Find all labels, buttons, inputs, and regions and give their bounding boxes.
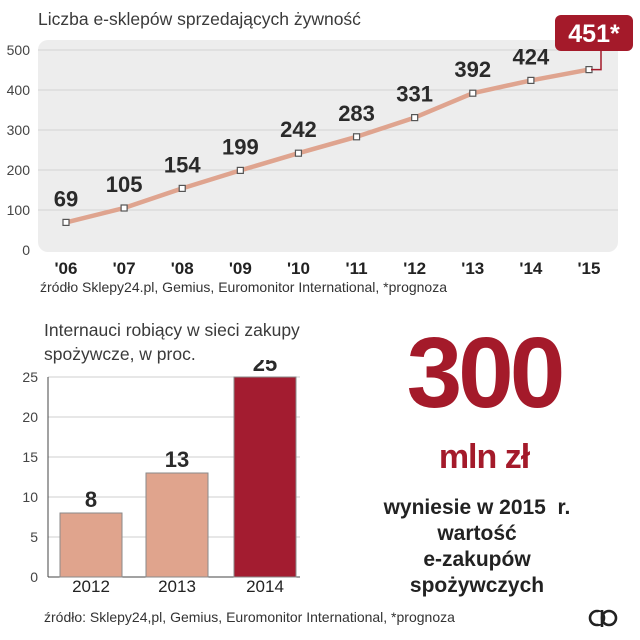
bar-chart-bars — [59, 376, 297, 578]
line-chart-data-label: 69 — [54, 186, 78, 211]
bar-chart-source: źródło: Sklepy24,pl, Gemius, Euromonitor… — [44, 609, 455, 625]
bar-chart-y-axis: 0 5 10 15 20 25 — [22, 369, 38, 585]
bar-chart-data-label: 25 — [253, 360, 277, 376]
bar-chart-x-tick: 2013 — [158, 577, 196, 592]
callout-line: spożywczych — [409, 574, 545, 597]
line-chart-point — [236, 166, 244, 174]
line-chart-title: Liczba e-sklepów sprzedających żywność — [38, 9, 361, 29]
line-chart-y-tick: 0 — [22, 242, 30, 258]
bar-chart-data-label: 8 — [85, 487, 97, 512]
bar-chart-x-tick: 2012 — [72, 577, 110, 592]
line-chart-highlight-connector — [591, 51, 602, 71]
line-chart-data-label: 283 — [338, 101, 375, 126]
bar-chart-y-tick: 15 — [22, 449, 38, 465]
line-chart-series-line — [63, 67, 592, 225]
line-chart-point — [294, 149, 303, 157]
line-chart-y-axis: 0 100 200 300 400 500 — [7, 42, 31, 258]
bar-chart-x-tick: 2014 — [246, 577, 284, 592]
callout-unit: mln zł — [438, 438, 530, 476]
bar-chart-data-label: 13 — [165, 447, 189, 472]
bar-chart-y-tick: 10 — [22, 489, 38, 505]
bar-chart-y-tick: 25 — [22, 369, 38, 385]
line-chart-data-label: 331 — [396, 82, 433, 107]
line-chart-x-tick: '15 — [578, 259, 601, 278]
line-chart-point — [411, 113, 419, 122]
line-chart-point — [469, 89, 477, 97]
line-chart: 0 100 200 300 400 500 '06 '07 '08 '09 '10 '11 '12 '1… — [7, 15, 633, 278]
bar-chart-data-labels: 8 13 25 — [85, 360, 277, 512]
line-chart-y-tick: 400 — [7, 82, 31, 98]
line-chart-x-axis: '06 '07 '08 '09 '10 '11 '12 '13 '14 '15 — [55, 259, 601, 278]
line-chart-y-tick: 200 — [7, 162, 31, 178]
callout-line: wyniesie w 2015 r. — [383, 496, 571, 519]
line-chart-point — [62, 218, 70, 226]
line-chart-data-label: 154 — [164, 152, 201, 177]
line-chart-source: źródło Sklepy24.pl, Gemius, Euromonitor … — [40, 279, 447, 295]
bar-chart: 0 5 10 15 20 25 2012 2013 2014 8 13 25 — [22, 360, 300, 592]
line-chart-data-label: 242 — [280, 117, 317, 142]
line-chart-x-tick: '06 — [55, 259, 78, 278]
bar-chart-bar — [145, 472, 209, 578]
callout-description: wyniesie w 2015 r. wartość e-zakupów spo… — [372, 495, 582, 599]
bar-chart-title: Internauci robiący w sieci zakupy spożyw… — [44, 320, 300, 364]
line-chart-x-tick: '13 — [461, 259, 484, 278]
line-chart-x-tick: '07 — [113, 259, 136, 278]
bar-chart-x-axis: 2012 2013 2014 — [72, 577, 284, 592]
bar-chart-bar — [233, 376, 297, 578]
line-chart-x-tick: '08 — [171, 259, 194, 278]
line-chart-y-tick: 300 — [7, 122, 31, 138]
line-chart-y-tick: 500 — [7, 42, 31, 58]
line-chart-point — [120, 204, 128, 212]
line-chart-x-tick: '10 — [287, 259, 310, 278]
bar-chart-y-tick: 20 — [22, 409, 38, 425]
line-chart-point — [352, 133, 361, 141]
cp-logo-icon — [588, 609, 618, 627]
line-chart-point — [527, 76, 535, 85]
callout-line: e-zakupów — [423, 548, 531, 571]
line-chart-point — [178, 184, 186, 192]
line-chart-x-tick: '11 — [346, 259, 368, 278]
line-chart-data-label: 451* — [568, 20, 620, 48]
bar-chart-y-tick: 5 — [30, 529, 38, 545]
callout-value: 300 — [406, 317, 566, 429]
line-chart-x-tick: '09 — [229, 259, 252, 278]
line-chart-data-label: 392 — [454, 57, 491, 82]
line-chart-x-tick: '14 — [519, 259, 542, 278]
bar-chart-bar — [59, 512, 123, 578]
line-chart-series — [62, 65, 593, 226]
line-chart-x-tick: '12 — [403, 259, 426, 278]
line-chart-data-labels: 69 105 154 199 242 283 331 392 424 451* — [54, 15, 633, 211]
line-chart-grid — [38, 49, 618, 211]
line-chart-data-label: 105 — [106, 172, 143, 197]
line-chart-data-label: 424 — [513, 44, 550, 69]
callout-line: wartość — [437, 522, 517, 545]
line-chart-data-label: 199 — [222, 134, 259, 159]
line-chart-highlight-box — [555, 15, 633, 51]
line-chart-y-tick: 100 — [7, 202, 31, 218]
bar-chart-y-tick: 0 — [30, 569, 38, 585]
